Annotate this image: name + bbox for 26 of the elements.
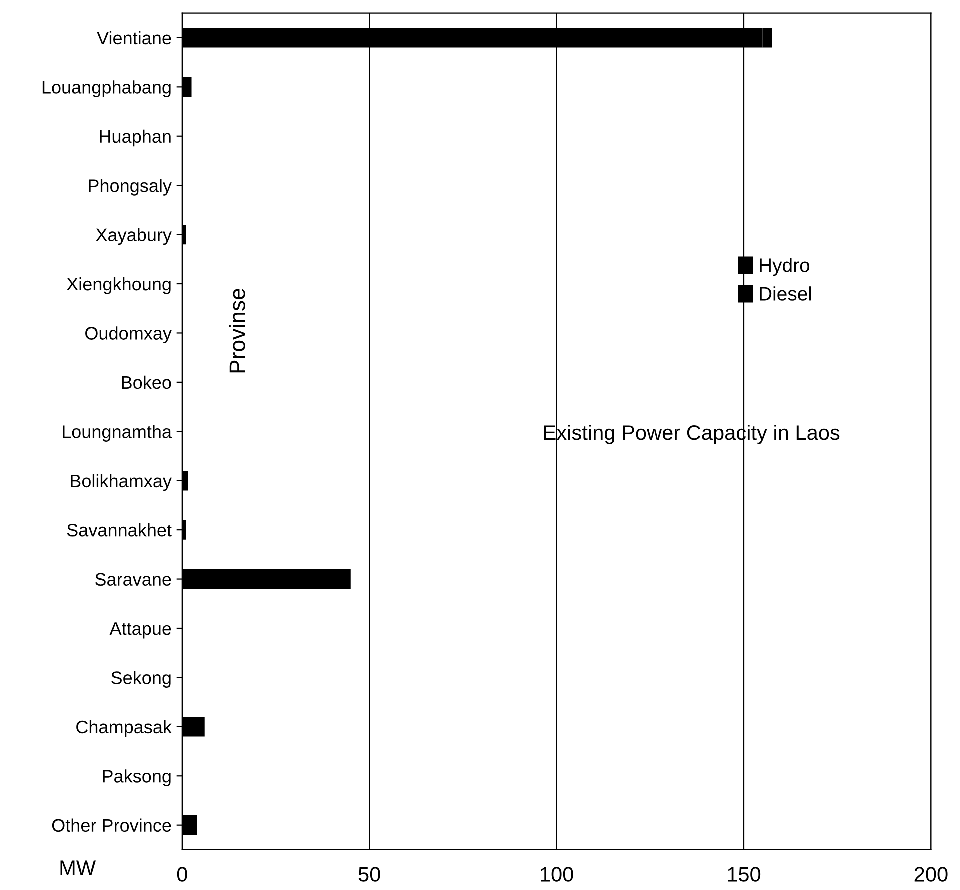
y-tick-label: Louangphabang — [42, 80, 171, 98]
y-tick-label: Huaphan — [100, 130, 171, 147]
y-tick-label: Savannakhet — [67, 524, 172, 537]
x-tick-label: 0 — [177, 867, 188, 882]
y-tick-label: Other Province — [52, 818, 172, 832]
y-tick-label: Paksong — [103, 770, 171, 786]
x-tick-label: 100 — [541, 867, 574, 882]
x-tick-label: 150 — [728, 867, 761, 882]
y-tick-label: Phongsaly — [89, 179, 172, 196]
y-tick-label: Champasak — [76, 720, 172, 738]
y-tick-label: Vientiane — [97, 31, 172, 45]
y-axis-title: Provinse — [229, 289, 246, 373]
y-tick-label: Bolikhamxay — [71, 474, 172, 492]
legend-label: Diesel — [760, 286, 812, 301]
y-tick-label: Attapue — [110, 622, 172, 639]
legend-label: Hydro — [760, 258, 810, 276]
y-tick-label: Saravane — [96, 573, 172, 586]
y-tick-label: Loungnamtha — [63, 425, 172, 442]
x-tick-label: 50 — [358, 867, 380, 882]
y-tick-label: Sekong — [112, 671, 171, 688]
y-tick-label: Xiengkhoung — [66, 277, 171, 294]
x-tick-label: 200 — [914, 867, 948, 882]
x-axis-title: MW — [60, 860, 96, 876]
y-tick-label: Xayabury — [96, 228, 172, 246]
y-tick-label: Bokeo — [122, 376, 172, 390]
y-tick-label: Oudomxay — [86, 326, 172, 344]
